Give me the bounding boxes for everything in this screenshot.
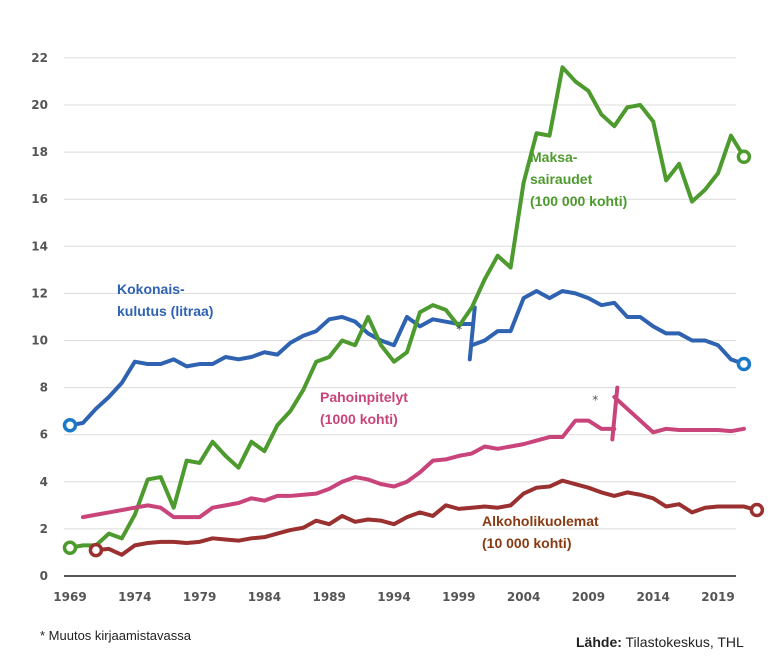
x-tick-label: 2019 bbox=[701, 590, 734, 604]
source-text: Tilastokeskus, THL bbox=[621, 634, 744, 650]
x-tick-label: 2009 bbox=[572, 590, 605, 604]
start-marker bbox=[88, 542, 104, 558]
x-axis-ticks: 1969 1974 1979 1984 1989 1994 1999 2004 2009 2014… bbox=[53, 590, 734, 604]
end-marker bbox=[736, 149, 752, 165]
series-2 bbox=[80, 385, 746, 520]
x-tick-label: 1989 bbox=[312, 590, 345, 604]
y-axis-ticks: 0 2 4 6 8 10 12 14 16 18 20 22 bbox=[31, 51, 48, 583]
series-label: (10 000 kohti) bbox=[482, 535, 571, 551]
x-tick-label: 1979 bbox=[183, 590, 216, 604]
y-tick-label: 6 bbox=[40, 428, 48, 442]
x-tick-label: 2004 bbox=[507, 590, 540, 604]
source-label: Lähde: bbox=[576, 634, 622, 650]
source-note: Lähde: Tilastokeskus, THL bbox=[576, 634, 744, 650]
y-tick-label: 8 bbox=[40, 381, 48, 395]
start-marker bbox=[62, 540, 78, 555]
series-label: Maksa- bbox=[530, 149, 578, 165]
end-marker bbox=[749, 502, 765, 518]
y-tick-label: 22 bbox=[31, 51, 48, 65]
series-line bbox=[68, 314, 474, 428]
series-line bbox=[469, 289, 746, 367]
asterisk-annotation: * bbox=[456, 322, 462, 336]
y-tick-label: 16 bbox=[31, 192, 48, 206]
x-tick-label: 1969 bbox=[53, 590, 86, 604]
series-label: Alkoholikuolemat bbox=[482, 513, 599, 529]
series-line bbox=[68, 65, 746, 550]
series-label: Kokonais- bbox=[117, 281, 185, 297]
x-tick-label: 2014 bbox=[636, 590, 669, 604]
x-tick-label: 1974 bbox=[118, 590, 151, 604]
y-tick-label: 4 bbox=[40, 475, 48, 489]
x-tick-label: 1984 bbox=[248, 590, 281, 604]
y-tick-label: 18 bbox=[31, 145, 48, 159]
y-tick-label: 10 bbox=[31, 334, 48, 348]
series-1 bbox=[62, 65, 752, 555]
series-line bbox=[612, 395, 746, 435]
end-marker bbox=[736, 356, 752, 372]
gridlines bbox=[64, 57, 736, 577]
x-tick-label: 1994 bbox=[377, 590, 410, 604]
footnote: * Muutos kirjaamistavassa bbox=[40, 628, 191, 643]
series-0 bbox=[62, 289, 752, 433]
series-3 bbox=[88, 478, 765, 558]
series-line bbox=[80, 418, 617, 520]
series-line bbox=[93, 478, 759, 557]
y-tick-label: 0 bbox=[40, 569, 48, 583]
start-marker bbox=[62, 418, 78, 433]
series-label: (1000 kohti) bbox=[320, 411, 398, 427]
x-tick-label: 1999 bbox=[442, 590, 475, 604]
annotations: ** bbox=[456, 322, 598, 407]
y-tick-label: 14 bbox=[31, 239, 48, 253]
y-tick-label: 2 bbox=[40, 522, 48, 536]
series-label: Pahoinpitelyt bbox=[320, 389, 408, 405]
y-tick-label: 12 bbox=[31, 286, 48, 300]
asterisk-annotation: * bbox=[592, 393, 598, 407]
series-label: (100 000 kohti) bbox=[530, 193, 627, 209]
series-labels: Kokonais-kulutus (litraa) Maksa-sairaudet… bbox=[117, 149, 627, 551]
series-break-marker bbox=[610, 385, 620, 442]
series-label: sairaudet bbox=[530, 171, 593, 187]
series-label: kulutus (litraa) bbox=[117, 303, 213, 319]
y-tick-label: 20 bbox=[31, 98, 48, 112]
series-lines bbox=[62, 65, 765, 558]
series-break-marker bbox=[467, 305, 477, 362]
